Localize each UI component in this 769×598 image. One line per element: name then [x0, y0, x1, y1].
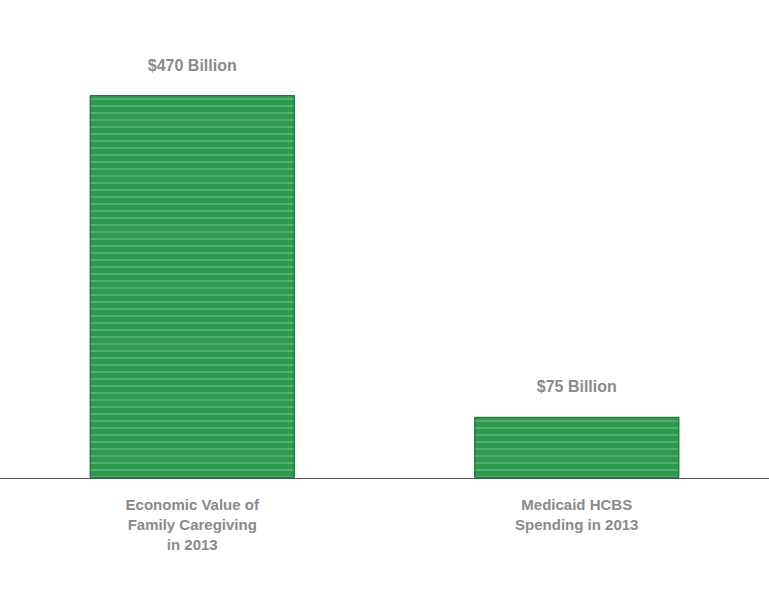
svg-text:Medicaid HCBS: Medicaid HCBS [521, 496, 632, 513]
svg-text:$470 Billion: $470 Billion [148, 57, 237, 74]
svg-text:Spending in 2013: Spending in 2013 [515, 516, 638, 533]
svg-text:in 2013: in 2013 [167, 536, 218, 553]
svg-text:$75 Billion: $75 Billion [537, 378, 617, 395]
svg-text:Economic Value of: Economic Value of [126, 496, 260, 513]
svg-text:Family Caregiving: Family Caregiving [128, 516, 257, 533]
